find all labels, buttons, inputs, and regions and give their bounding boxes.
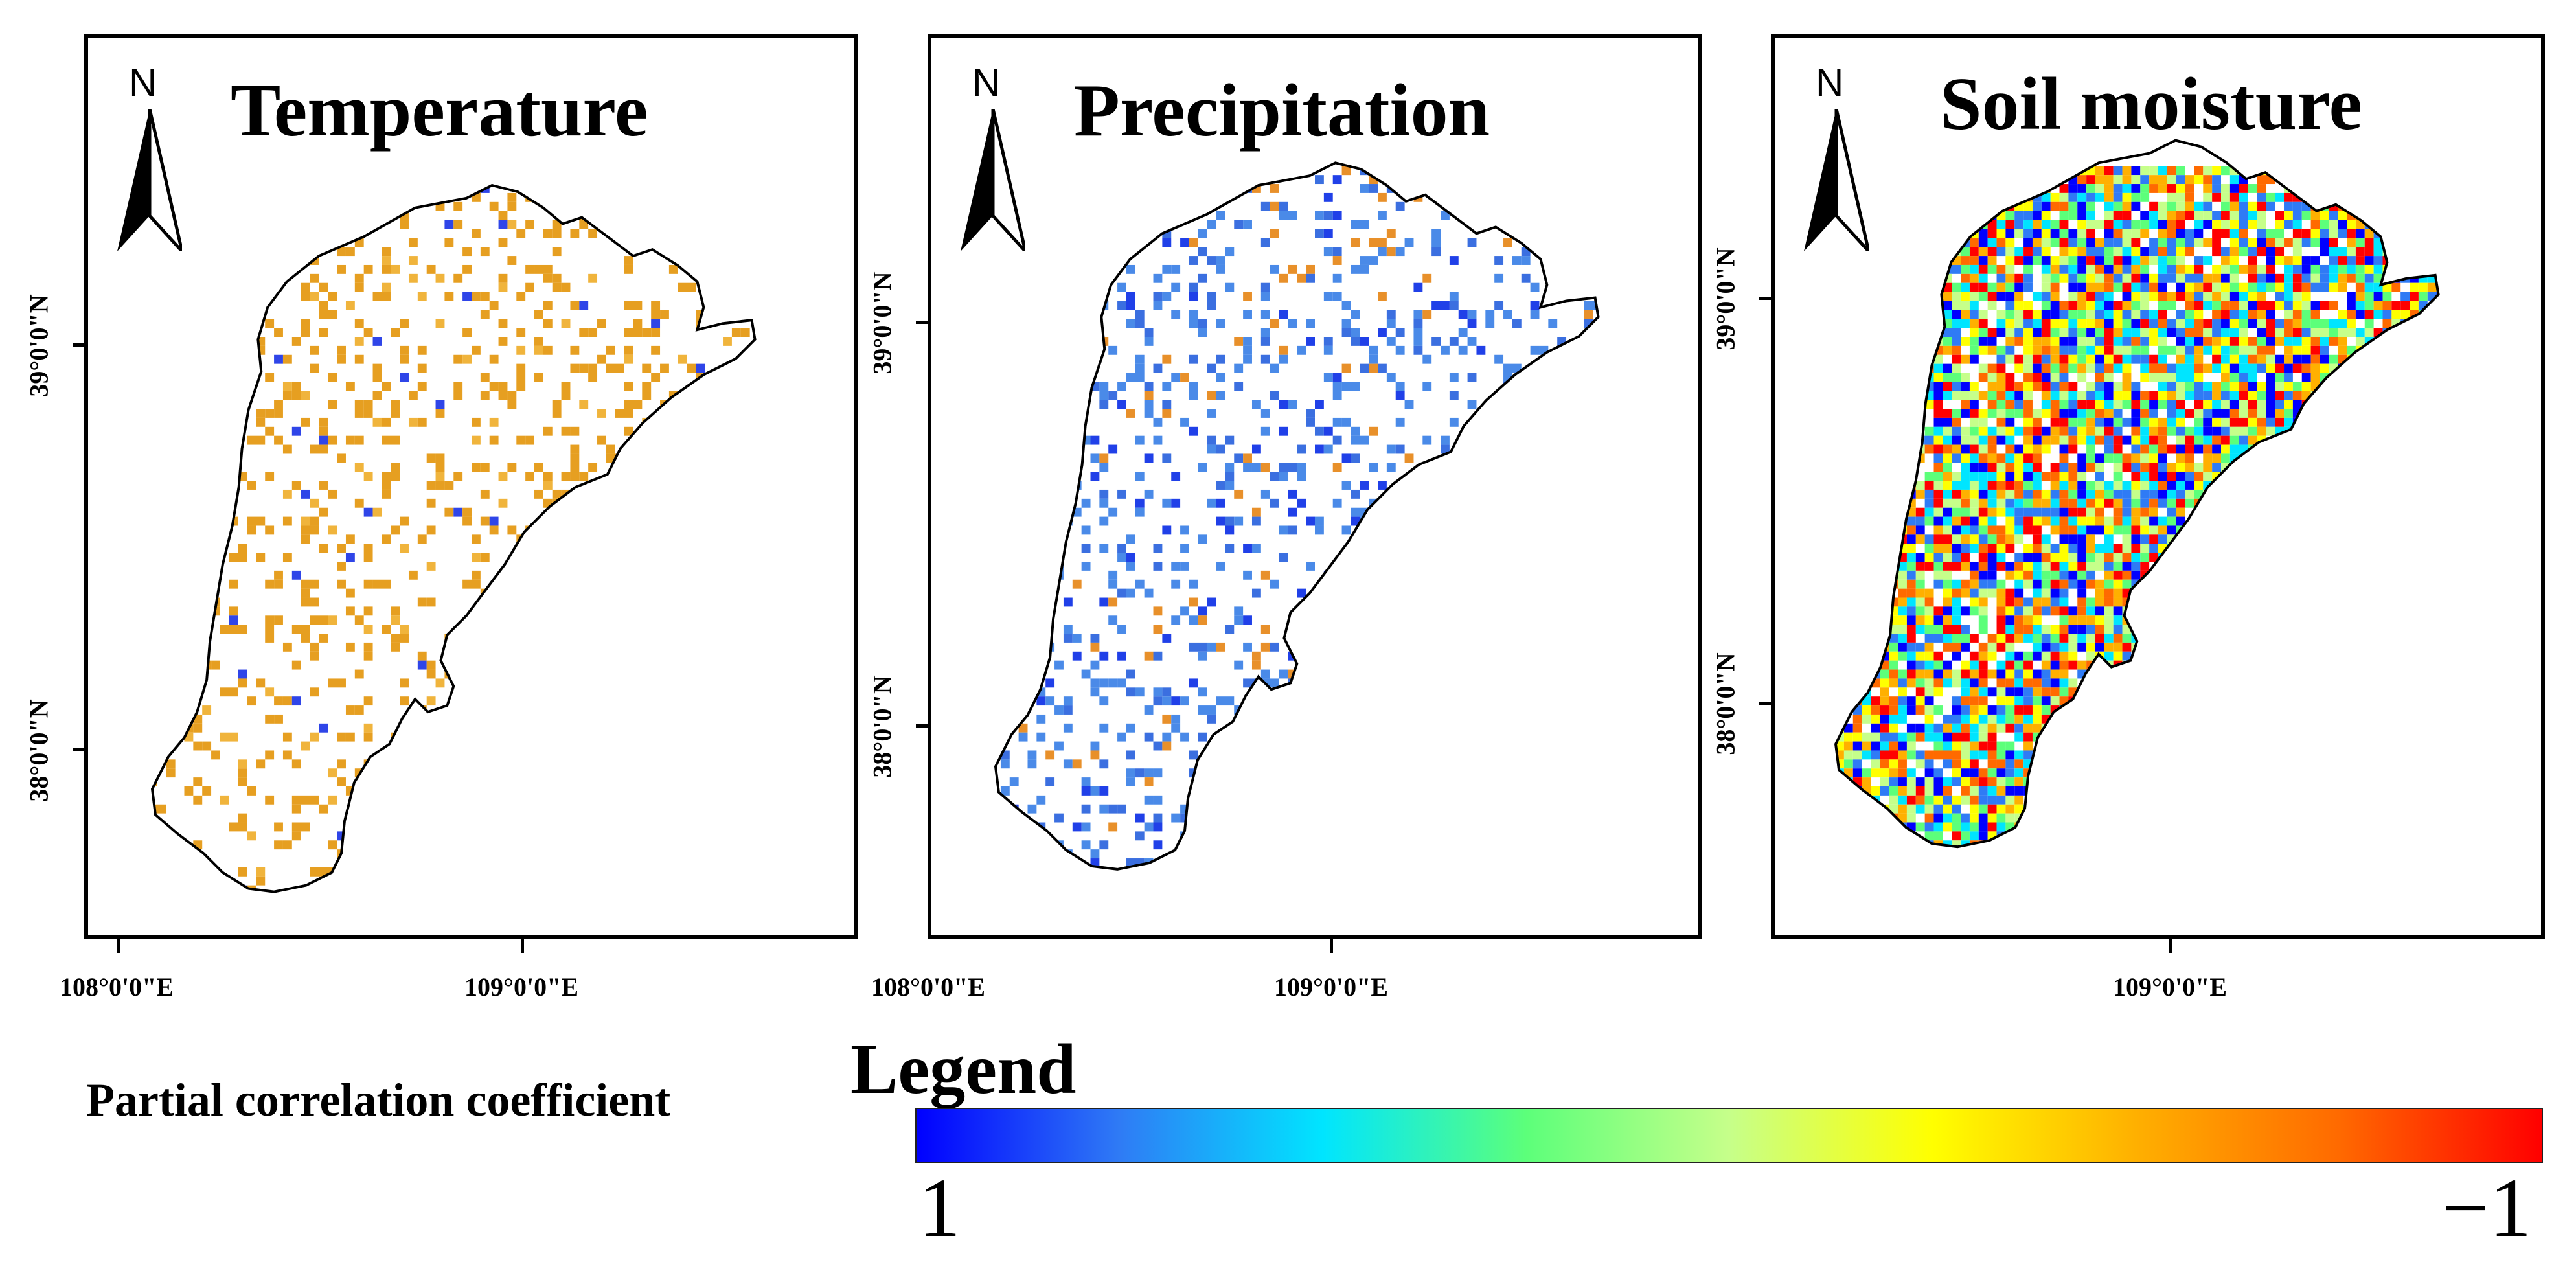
panel-title: Precipitation: [1074, 69, 1490, 152]
legend-min-label: 1: [918, 1162, 961, 1255]
lat-tick: [73, 343, 88, 347]
lon-tick: [1330, 937, 1333, 953]
lon-tick: [521, 937, 524, 953]
north-arrow-icon: N: [954, 63, 1025, 258]
map-panel-precipitation: Precipitation N: [928, 34, 1702, 939]
lon-tick: [117, 937, 120, 953]
region-map: [1834, 139, 2440, 849]
panel-title: Soil moisture: [1940, 63, 2362, 146]
map-panel-temperature: Temperature N: [84, 34, 858, 939]
region-map: [994, 161, 1600, 871]
axis-caption: Partial correlation coefficient: [86, 1074, 671, 1126]
legend-max-label: −1: [2442, 1162, 2532, 1255]
lon-tick: [2169, 937, 2172, 953]
lon-label-109e: 109°0'0"E: [1274, 972, 1388, 1002]
lon-label-108e: 108°0'0"E: [60, 972, 174, 1002]
lat-tick: [916, 321, 931, 324]
lat-label-39n: 39°0'0"N: [867, 271, 897, 374]
lat-tick: [73, 748, 88, 751]
lon-label-109e: 109°0'0"E: [464, 972, 578, 1002]
region-map: [150, 183, 757, 893]
legend-colorbar: [915, 1108, 2543, 1163]
lat-label-38n: 38°0'0"N: [24, 699, 54, 802]
north-arrow-icon: N: [111, 63, 182, 258]
panel-title: Temperature: [231, 69, 648, 152]
lat-tick: [916, 724, 931, 728]
lat-tick: [1759, 702, 1775, 705]
map-panel-soil-moisture: Soil moisture N: [1771, 34, 2545, 939]
lat-tick: [1759, 297, 1775, 300]
legend-title: Legend: [850, 1029, 1077, 1108]
lat-label-39n: 39°0'0"N: [1711, 247, 1740, 350]
lon-label-108e: 108°0'0"E: [871, 972, 985, 1002]
lat-label-38n: 38°0'0"N: [867, 675, 897, 778]
lon-label-109e: 109°0'0"E: [2113, 972, 2227, 1002]
lat-label-39n: 39°0'0"N: [24, 294, 54, 397]
north-arrow-icon: N: [1797, 63, 1869, 258]
lat-label-38n: 38°0'0"N: [1711, 652, 1740, 755]
